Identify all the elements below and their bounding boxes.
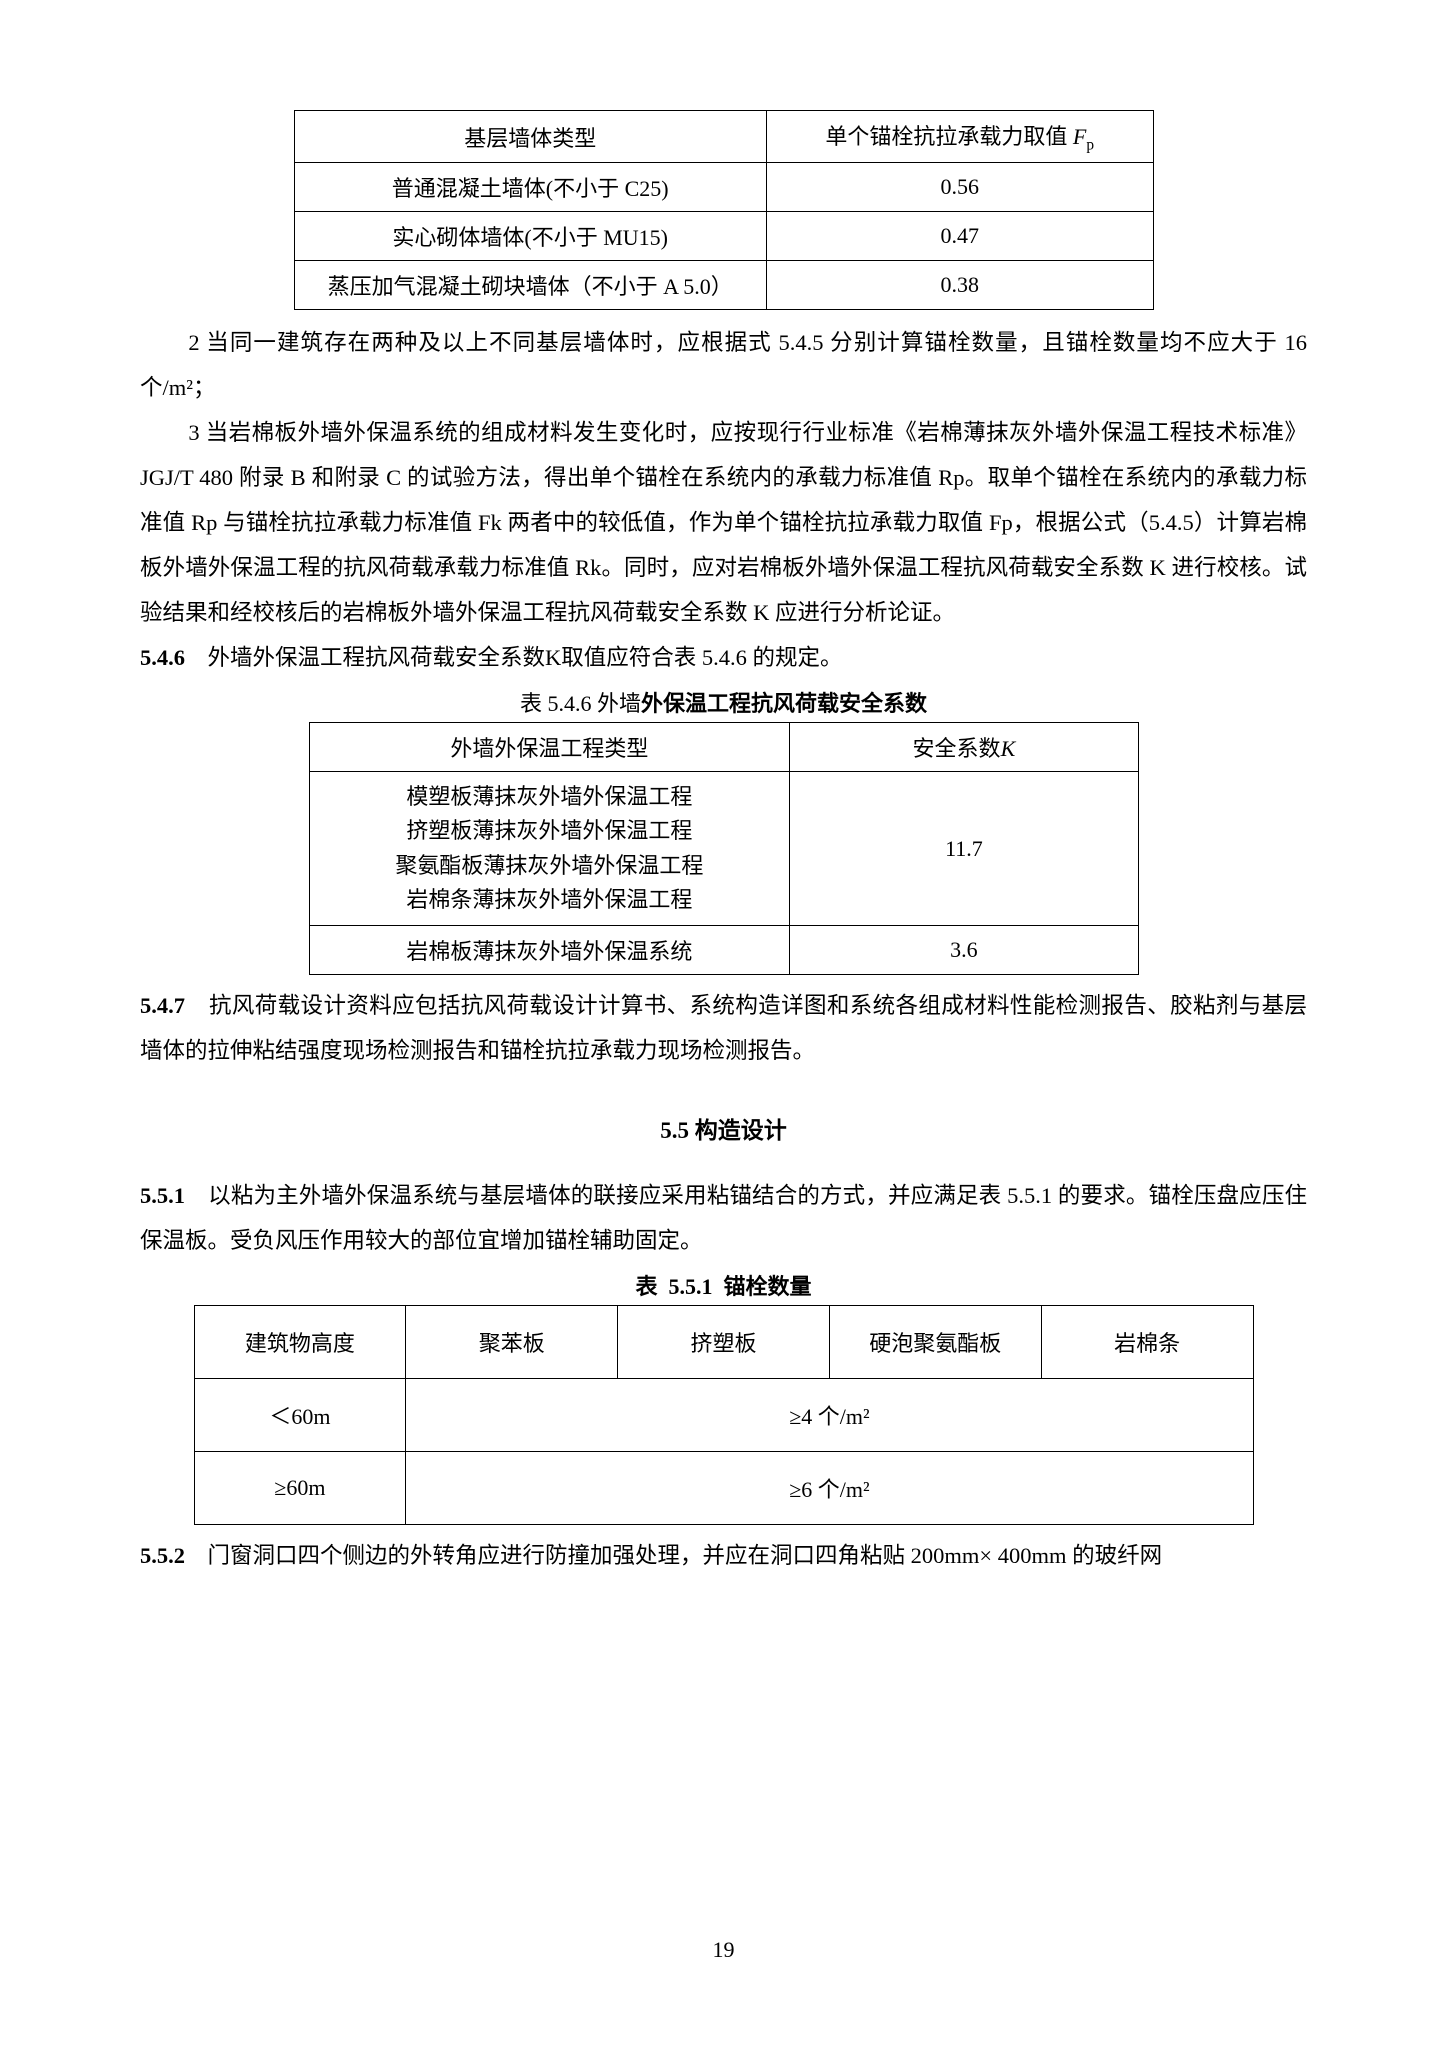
t551-h0: 建筑物高度 [194, 1305, 406, 1378]
paragraph-2: 2 当同一建筑存在两种及以上不同基层墙体时，应根据式 5.4.5 分别计算锚栓数… [140, 320, 1307, 410]
section-5-5-heading: 5.5 构造设计 [140, 1111, 1307, 1145]
table-5-5-1: 建筑物高度 聚苯板 挤塑板 硬泡聚氨酯板 岩棉条 ＜60m ≥4 个/m² ≥6… [194, 1305, 1254, 1525]
t546-r0c0-l0: 模塑板薄抹灰外墙外保温工程 [406, 784, 692, 809]
t546-r0c0-l2: 聚氨酯板薄抹灰外墙外保温工程 [395, 853, 703, 878]
t546-r0c1: 11.7 [790, 772, 1138, 925]
t551-h3: 硬泡聚氨酯板 [829, 1305, 1041, 1378]
table1-r1c0: 实心砌体墙体(不小于 MU15) [294, 212, 766, 261]
caption-546-left: 表 5.4.6 外墙外保温工程抗风荷载安全系数 [520, 691, 927, 716]
t546-r1c0: 岩棉板薄抹灰外墙外保温系统 [309, 925, 790, 974]
table-546-caption: 表 5.4.6 外墙外保温工程抗风荷载安全系数 [140, 686, 1307, 718]
clause-5-4-6: 5.4.6 外墙外保温工程抗风荷载安全系数K取值应符合表 5.4.6 的规定。 [140, 635, 1307, 680]
t551-r1c1: ≥6 个/m² [406, 1451, 1253, 1524]
page-number: 19 [0, 1937, 1447, 1963]
document-page: 基层墙体类型 单个锚栓抗拉承载力取值 Fp 普通混凝土墙体(不小于 C25) 0… [0, 0, 1447, 2048]
t551-h2: 挤塑板 [618, 1305, 830, 1378]
clause-text-552: 门窗洞口四个侧边的外转角应进行防撞加强处理，并应在洞口四角粘贴 200mm× 4… [208, 1543, 1163, 1568]
table-anchor-capacity: 基层墙体类型 单个锚栓抗拉承载力取值 Fp 普通混凝土墙体(不小于 C25) 0… [294, 110, 1154, 310]
t546-h0: 外墙外保温工程类型 [309, 723, 790, 772]
fp-header-text: 单个锚栓抗拉承载力取值 Fp [825, 124, 1094, 149]
t551-h1: 聚苯板 [406, 1305, 618, 1378]
table1-r2c0: 蒸压加气混凝土砌块墙体（不小于 A 5.0） [294, 261, 766, 310]
t551-r0c0: ＜60m [194, 1378, 406, 1451]
clause-num-551: 5.5.1 [140, 1183, 185, 1208]
t551-r1c0: ≥60m [194, 1451, 406, 1524]
table1-r0c0: 普通混凝土墙体(不小于 C25) [294, 163, 766, 212]
t546-h1: 安全系数K [790, 723, 1138, 772]
clause-5-4-7: 5.4.7 抗风荷载设计资料应包括抗风荷载设计计算书、系统构造详图和系统各组成材… [140, 983, 1307, 1073]
paragraph-3: 3 当岩棉板外墙外保温系统的组成材料发生变化时，应按现行行业标准《岩棉薄抹灰外墙… [140, 410, 1307, 635]
table-551-caption: 表 5.5.1 锚栓数量 [140, 1269, 1307, 1301]
table1-r0c1: 0.56 [766, 163, 1153, 212]
t546-r0c0-l1: 挤塑板薄抹灰外墙外保温工程 [406, 818, 692, 843]
clause-5-5-2: 5.5.2 门窗洞口四个侧边的外转角应进行防撞加强处理，并应在洞口四角粘贴 20… [140, 1533, 1307, 1578]
t551-r0c1: ≥4 个/m² [406, 1378, 1253, 1451]
clause-text-547: 抗风荷载设计资料应包括抗风荷载设计计算书、系统构造详图和系统各组成材料性能检测报… [140, 993, 1307, 1063]
t546-r0c0: 模塑板薄抹灰外墙外保温工程 挤塑板薄抹灰外墙外保温工程 聚氨酯板薄抹灰外墙外保温… [309, 772, 790, 925]
t546-r0c0-l3: 岩棉条薄抹灰外墙外保温工程 [406, 887, 692, 912]
table-5-4-6: 外墙外保温工程类型 安全系数K 模塑板薄抹灰外墙外保温工程 挤塑板薄抹灰外墙外保… [309, 722, 1139, 974]
table1-r2c1: 0.38 [766, 261, 1153, 310]
t551-h4: 岩棉条 [1041, 1305, 1253, 1378]
clause-text-546: 外墙外保温工程抗风荷载安全系数K取值应符合表 5.4.6 的规定。 [208, 645, 843, 670]
clause-5-5-1: 5.5.1 以粘为主外墙外保温系统与基层墙体的联接应采用粘锚结合的方式，并应满足… [140, 1173, 1307, 1263]
clause-num-546: 5.4.6 [140, 645, 185, 670]
t546-r1c1: 3.6 [790, 925, 1138, 974]
clause-num-552: 5.5.2 [140, 1543, 185, 1568]
clause-text-551: 以粘为主外墙外保温系统与基层墙体的联接应采用粘锚结合的方式，并应满足表 5.5.… [140, 1183, 1307, 1253]
table1-header-0: 基层墙体类型 [294, 111, 766, 163]
clause-num-547: 5.4.7 [140, 993, 185, 1018]
caption-551-text: 表 5.5.1 锚栓数量 [635, 1274, 811, 1299]
table1-r1c1: 0.47 [766, 212, 1153, 261]
table1-header-1: 单个锚栓抗拉承载力取值 Fp [766, 111, 1153, 163]
